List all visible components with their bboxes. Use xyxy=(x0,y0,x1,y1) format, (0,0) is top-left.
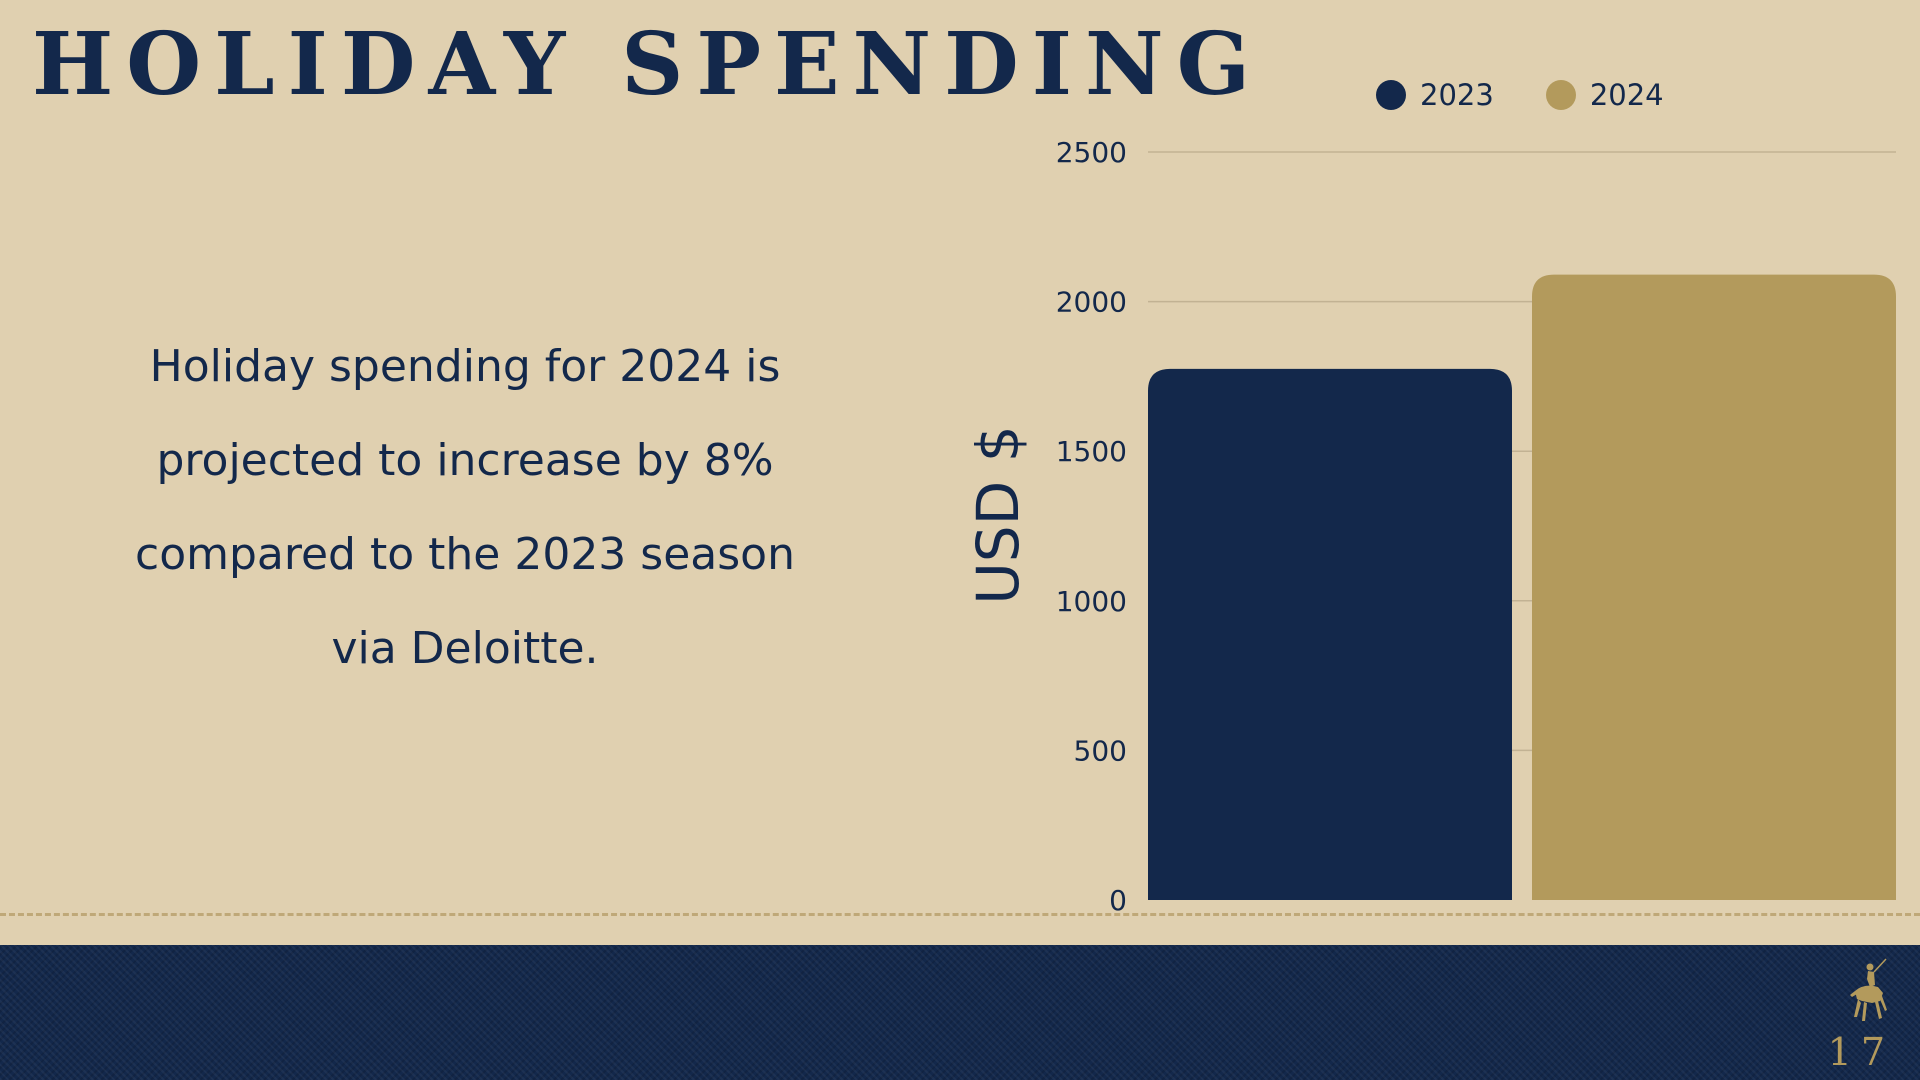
y-tick-label-2500: 2500 xyxy=(1056,136,1127,169)
page-number: 17 xyxy=(1827,1030,1894,1074)
y-axis-ticks: 0 500 1000 1500 2000 2500 xyxy=(1056,136,1127,917)
y-tick-label-500: 500 xyxy=(1074,734,1127,767)
y-tick-label-1500: 1500 xyxy=(1056,435,1127,468)
slide-title: HOLIDAY SPENDING xyxy=(32,14,1264,115)
legend-label-2024: 2024 xyxy=(1589,78,1664,112)
y-tick-label-2000: 2000 xyxy=(1056,286,1127,319)
legend-swatch-2023 xyxy=(1376,80,1406,110)
y-tick-label-0: 0 xyxy=(1109,884,1127,917)
dashed-divider xyxy=(0,913,1920,916)
bar-2023 xyxy=(1148,368,1512,900)
bar-2024 xyxy=(1532,274,1896,900)
legend-label-2023: 2023 xyxy=(1420,78,1494,112)
legend-item-2024: 2024 xyxy=(1545,78,1664,112)
footer-band: 17 xyxy=(0,945,1920,1080)
chart-legend: 2023 2024 xyxy=(1376,78,1664,112)
polo-player-logo-icon xyxy=(1850,958,1887,1021)
y-tick-label-1000: 1000 xyxy=(1056,585,1127,618)
bars xyxy=(1148,274,1896,900)
bar-chart: 0 500 1000 1500 2000 2500 xyxy=(1056,136,1896,917)
legend-item-2023: 2023 xyxy=(1376,78,1494,112)
body-text: Holiday spending for 2024 is projected t… xyxy=(135,341,795,674)
legend-swatch-2024 xyxy=(1545,80,1576,110)
